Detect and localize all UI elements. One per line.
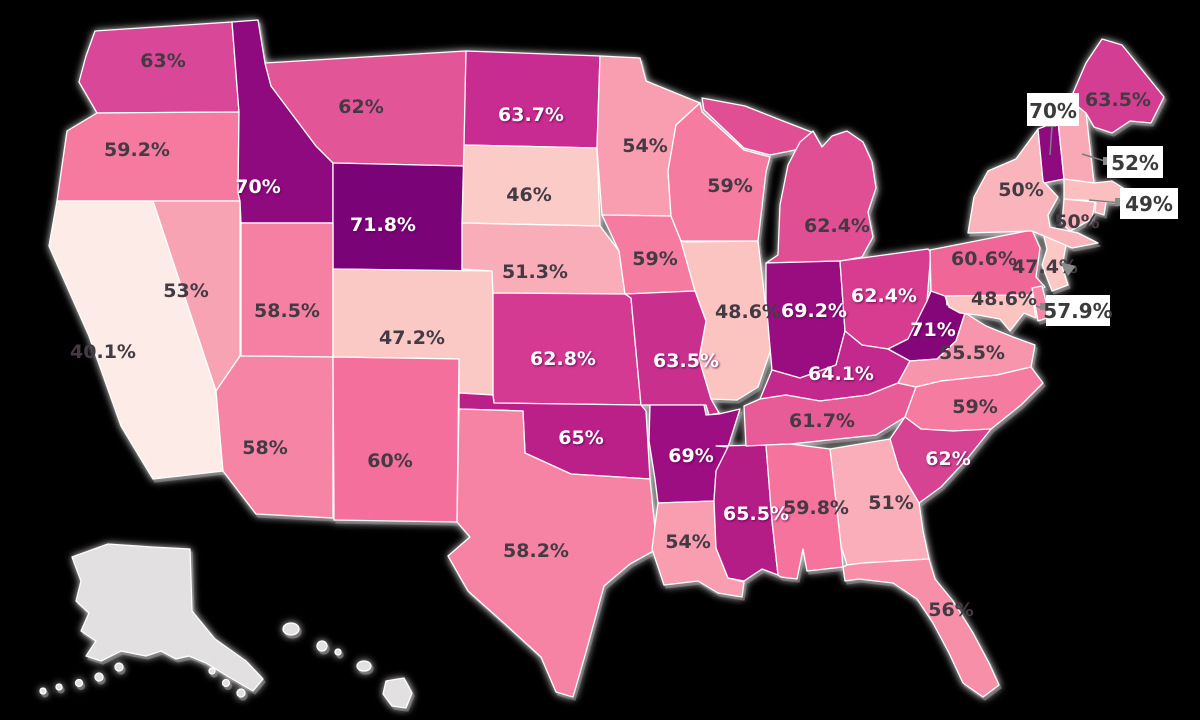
state-michigan <box>765 130 877 264</box>
state-hawaii-island <box>356 660 372 672</box>
state-illinois <box>680 240 773 401</box>
callout-new-hampshire-label: 52% <box>1111 151 1159 175</box>
state-hawaii-island <box>334 648 342 656</box>
alaska-panhandle-island <box>236 688 246 698</box>
state-value-label: 59% <box>952 396 997 418</box>
state-value-label: 63.5% <box>1085 89 1151 111</box>
callout-vermont: 70% <box>1027 93 1079 156</box>
state-missouri <box>624 290 720 416</box>
state-value-label: 61.7% <box>789 410 855 432</box>
state-value-label: 54% <box>622 135 667 157</box>
state-new-york <box>967 128 1099 249</box>
new-jersey-leader-marker <box>1060 262 1076 276</box>
state-value-label: 71% <box>910 319 955 341</box>
state-value-label: 58% <box>242 437 287 459</box>
callout-vermont-label: 70% <box>1029 99 1077 123</box>
state-value-label: 50% <box>998 179 1043 201</box>
state-connecticut <box>1061 198 1096 232</box>
callout-new-hampshire: 52% <box>1081 146 1163 178</box>
state-value-label: 51.3% <box>502 261 568 283</box>
callout-massachusetts-nub <box>1115 198 1124 206</box>
state-value-label: 51% <box>868 492 913 514</box>
callout-vermont-box <box>1027 93 1079 126</box>
state-value-label: 62.4% <box>804 215 870 237</box>
alaska-aleutian-island <box>114 662 124 672</box>
state-value-label: 59.8% <box>783 497 849 519</box>
state-value-label: 55.5% <box>939 342 1005 364</box>
callout-delaware-box <box>1046 295 1110 326</box>
state-value-label: 63.5% <box>653 350 719 372</box>
callout-delaware-label: 57.9% <box>1043 299 1112 323</box>
state-value-label: 54% <box>665 531 710 553</box>
state-value-label: 59.2% <box>104 139 170 161</box>
state-value-label: 69.2% <box>781 300 847 322</box>
state-alaska <box>71 543 264 692</box>
state-hawaii-big-island <box>382 677 413 709</box>
callout-delaware: 57.9% <box>1035 295 1113 326</box>
state-value-label: 58.5% <box>254 300 320 322</box>
state-hawaii-island <box>316 640 328 652</box>
state-value-label: 64.1% <box>808 363 874 385</box>
callout-delaware-nub <box>1040 303 1049 310</box>
state-value-label: 65% <box>558 427 603 449</box>
state-hawaii-island <box>282 622 300 636</box>
state-maryland <box>944 294 1037 332</box>
state-value-label: 65.5% <box>723 503 789 525</box>
state-alabama <box>765 443 844 580</box>
state-texas <box>447 408 658 698</box>
state-value-labels: 63% 59.2% 40.1% 53% 70% 62% 71.8% 58.5% 47.2% 58%… <box>70 50 1151 621</box>
callout-vermont-leader-line <box>1049 125 1053 156</box>
us-map <box>39 19 1165 709</box>
state-value-label: 71.8% <box>350 214 416 236</box>
state-value-label: 63% <box>140 50 185 72</box>
state-value-label: 63.7% <box>498 104 564 126</box>
state-value-label: 62% <box>338 96 383 118</box>
state-utah <box>240 222 334 358</box>
state-value-label: 56% <box>928 599 973 621</box>
state-value-label: 60.6% <box>951 248 1017 270</box>
alaska-aleutian-island <box>55 683 63 691</box>
state-new-mexico <box>332 356 460 523</box>
callout-massachusetts: 49% <box>1088 188 1178 219</box>
state-value-label: 62.4% <box>851 285 917 307</box>
state-pennsylvania <box>929 229 1046 297</box>
state-value-label: 47.2% <box>379 327 445 349</box>
state-maine <box>1069 38 1165 134</box>
state-value-label: 50% <box>1054 211 1099 233</box>
state-north-dakota <box>463 50 601 149</box>
state-value-label: 59% <box>707 175 752 197</box>
state-value-label: 60% <box>367 450 412 472</box>
state-value-label: 59% <box>632 248 677 270</box>
state-value-label: 48.6% <box>971 288 1037 310</box>
callout-massachusetts-box <box>1120 188 1178 219</box>
state-value-label: 58.2% <box>503 540 569 562</box>
state-value-label: 62% <box>925 448 970 470</box>
state-value-label: 47.4% <box>1012 256 1078 278</box>
callout-new-hampshire-box <box>1107 146 1163 178</box>
callout-massachusetts-label: 49% <box>1125 192 1173 216</box>
state-value-label: 53% <box>163 280 208 302</box>
alaska-aleutian-island <box>39 687 47 695</box>
state-florida <box>842 558 1000 698</box>
state-value-label: 40.1% <box>70 341 136 363</box>
state-value-label: 69% <box>668 445 713 467</box>
alaska-panhandle-island <box>208 667 216 675</box>
alaska-aleutian-island <box>94 672 104 682</box>
state-value-label: 70% <box>235 176 280 198</box>
alaska-panhandle-island <box>221 678 231 688</box>
state-value-label: 62.8% <box>530 348 596 370</box>
alaska-aleutian-island <box>74 678 84 688</box>
state-value-label: 46% <box>506 184 551 206</box>
state-value-label: 48.6% <box>715 301 781 323</box>
